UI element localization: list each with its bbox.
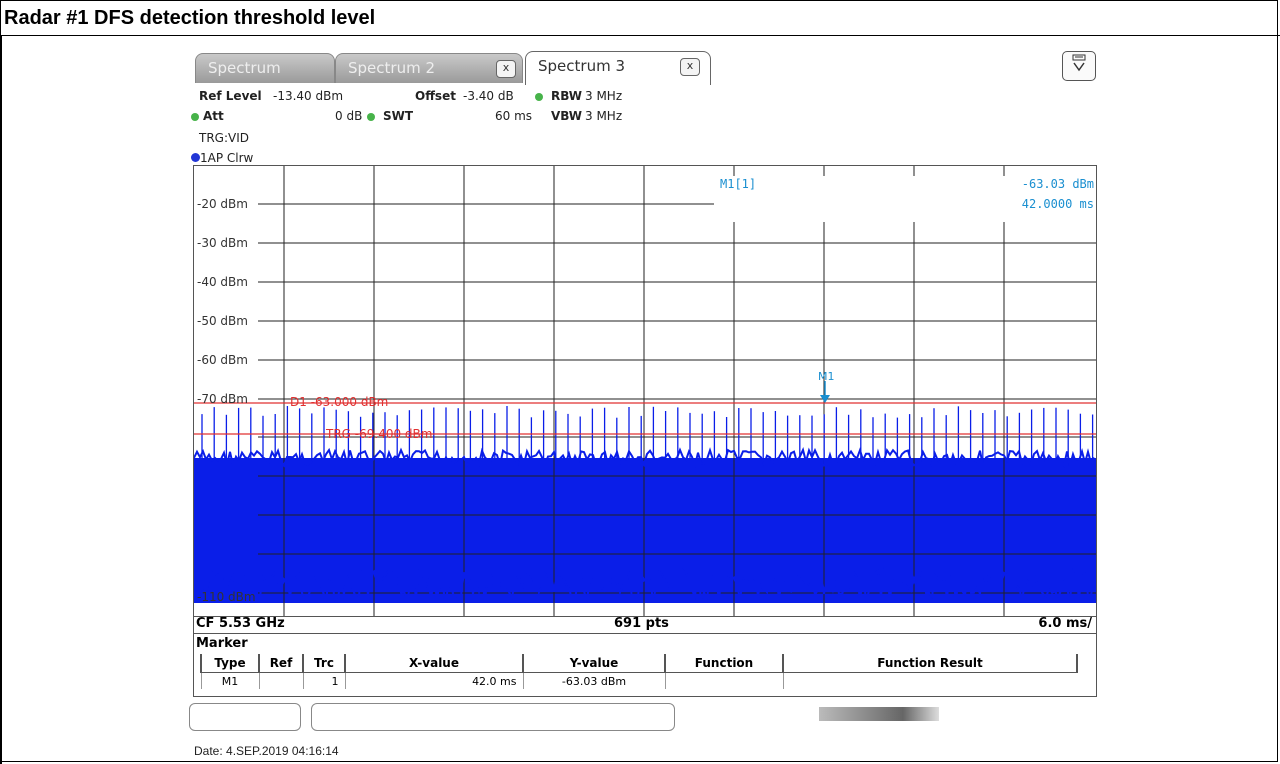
col-ref: Ref xyxy=(258,654,303,673)
col-function: Function xyxy=(664,654,783,673)
marker-table-header: Type Ref Trc X-value Y-value Function Fu… xyxy=(200,654,1078,673)
status-indicator xyxy=(819,707,939,721)
marker-tag: M1 xyxy=(818,370,835,383)
settings-panel: Ref Level -13.40 dBm Offset -3.40 dB RBW… xyxy=(189,87,1099,147)
marker-name: M1[1] xyxy=(720,177,756,191)
rbw-label: RBW xyxy=(551,89,582,103)
tab-label: Spectrum 2 xyxy=(348,59,435,77)
close-icon[interactable]: x xyxy=(496,60,516,78)
y-tick-label: -20 dBm xyxy=(197,197,248,211)
marker-arrow-icon xyxy=(820,395,830,403)
sweep-points: 691 pts xyxy=(614,616,669,631)
cell-type: M1 xyxy=(200,672,259,689)
status-dot xyxy=(367,113,375,121)
capture-date: Date: 4.SEP.2019 04:16:14 xyxy=(194,744,339,758)
att-value: 0 dB xyxy=(335,109,363,123)
tab-spectrum[interactable]: Spectrum xyxy=(195,53,335,83)
att-label: Att xyxy=(203,109,224,123)
status-dot xyxy=(535,93,543,101)
y-tick-label: -70 dBm xyxy=(197,392,248,406)
marker-time: 42.0000 ms xyxy=(1022,197,1094,211)
menu-toggle-button[interactable] xyxy=(1062,51,1096,81)
col-function-result: Function Result xyxy=(782,654,1078,673)
marker-level: -63.03 dBm xyxy=(1022,177,1094,191)
document-title: Radar #1 DFS detection threshold level xyxy=(0,0,1280,36)
plot-footer: CF 5.53 GHz 691 pts 6.0 ms/ xyxy=(193,615,1097,634)
d1-label: D1 -63.000 dBm xyxy=(290,395,388,409)
spectrum-plot[interactable]: -20 dBm -30 dBm -40 dBm -50 dBm -60 dBm -70 d… xyxy=(193,165,1097,617)
vbw-label: VBW xyxy=(551,109,583,123)
trace-pulses xyxy=(201,406,1094,466)
tab-label: Spectrum 3 xyxy=(538,57,625,75)
cell-function-result xyxy=(782,672,1077,689)
y-tick-label: -110 dBm xyxy=(197,590,256,604)
trace-lower-edge xyxy=(194,567,1095,603)
softkey-1[interactable] xyxy=(189,703,301,731)
swt-label: SWT xyxy=(383,109,414,123)
analyzer-screen: Spectrum Spectrum 2 x Spectrum 3 x Ref Lev… xyxy=(189,49,1099,735)
trigger-info: TRG:VID xyxy=(199,131,249,145)
cell-trc: 1 xyxy=(302,672,345,689)
col-y-value: Y-value xyxy=(522,654,665,673)
plot-canvas: -20 dBm -30 dBm -40 dBm -50 dBm -60 dBm -70 d… xyxy=(194,166,1096,616)
offset-value: -3.40 dB xyxy=(463,89,514,103)
center-frequency: CF 5.53 GHz xyxy=(196,616,285,631)
trace-dot xyxy=(191,153,200,162)
tab-spectrum-2[interactable]: Spectrum 2 x xyxy=(335,53,523,83)
cell-function xyxy=(664,672,783,689)
y-tick-label: -40 dBm xyxy=(197,275,248,289)
marker-readout-bg xyxy=(719,176,1096,222)
time-per-division: 6.0 ms/ xyxy=(1038,616,1092,631)
table-row[interactable]: M1 1 42.0 ms -63.03 dBm xyxy=(200,672,1077,689)
status-dot xyxy=(191,113,199,121)
close-icon[interactable]: x xyxy=(680,58,700,76)
trg-label: TRG -69.400 dBm xyxy=(325,427,432,441)
cell-ref xyxy=(258,672,303,689)
marker-table-panel: Marker Type Ref Trc X-value Y-value Func… xyxy=(193,633,1097,697)
tab-label: Spectrum xyxy=(208,59,281,77)
cell-x-value: 42.0 ms xyxy=(344,672,523,689)
tab-bar: Spectrum Spectrum 2 x Spectrum 3 x xyxy=(189,49,1099,85)
col-type: Type xyxy=(200,654,259,673)
cell-y-value: -63.03 dBm xyxy=(522,672,665,689)
left-rule xyxy=(0,36,2,764)
trace-noise-edges xyxy=(194,446,1095,603)
swt-value: 60 ms xyxy=(495,109,533,123)
col-x-value: X-value xyxy=(344,654,523,673)
ref-level-label: Ref Level xyxy=(199,89,262,103)
chevron-down-icon xyxy=(1072,54,1086,72)
marker-table: Type Ref Trc X-value Y-value Function Fu… xyxy=(200,654,1078,689)
y-tick-label: -30 dBm xyxy=(197,236,248,250)
y-tick-label: -50 dBm xyxy=(197,314,248,328)
col-trc: Trc xyxy=(302,654,345,673)
trace-label: 1AP Clrw xyxy=(191,151,253,165)
softkey-2[interactable] xyxy=(311,703,675,731)
rbw-value: 3 MHz xyxy=(585,89,623,103)
ref-level-value: -13.40 dBm xyxy=(273,89,344,103)
y-tick-label: -60 dBm xyxy=(197,353,248,367)
trace-upper-edge xyxy=(194,446,1095,470)
offset-label: Offset xyxy=(415,89,456,103)
marker-table-title: Marker xyxy=(196,636,248,651)
tab-spectrum-3[interactable]: Spectrum 3 x xyxy=(525,51,711,85)
trace-label-text: 1AP Clrw xyxy=(200,151,254,165)
vbw-value: 3 MHz xyxy=(585,109,623,123)
